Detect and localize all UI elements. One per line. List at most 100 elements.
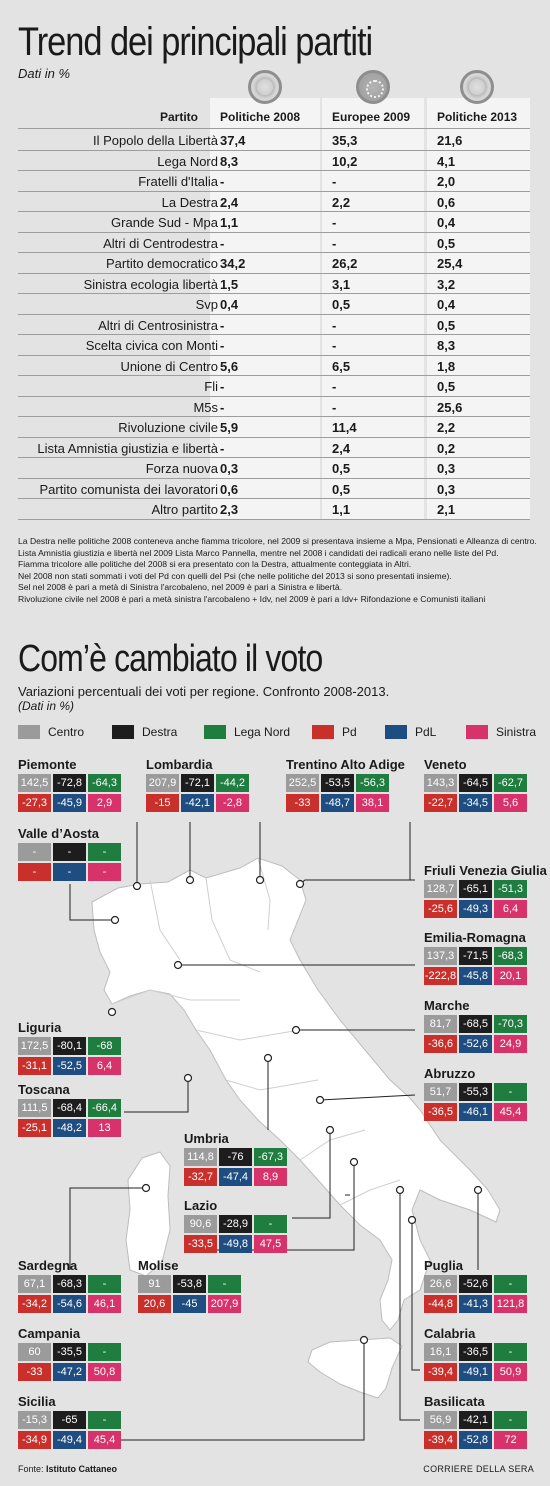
- region-value-sin: 72: [494, 1431, 527, 1449]
- column-band-2009: [322, 98, 424, 520]
- region-border-line: [195, 1029, 301, 1041]
- region-value-destra: -: [53, 843, 86, 861]
- table-row: Rivoluzione civile 5,9 11,4 2,2: [18, 417, 530, 438]
- legend-entry: Sinistra: [466, 724, 536, 740]
- region-value-sin: -2,8: [216, 794, 249, 812]
- region-value-pdl: -34,5: [459, 794, 492, 812]
- party-name: Altro partito: [151, 502, 218, 517]
- legend-label: Lega Nord: [234, 725, 291, 739]
- legend-entry: Lega Nord: [204, 724, 290, 740]
- region-value-pd: -25,1: [18, 1119, 51, 1137]
- region-dot: [263, 1053, 273, 1063]
- footnote-line: La Destra nelle politiche 2008 conteneva…: [18, 536, 537, 546]
- region-value-lega: -67,3: [254, 1148, 287, 1166]
- region-value-sin: 6,4: [88, 1057, 121, 1075]
- table-cell-value: 34,2: [220, 256, 246, 271]
- region-value-pdl: -45,8: [459, 967, 492, 985]
- footnote-line: Sel nel 2008 è pari a metà di Sinistra l…: [18, 582, 343, 593]
- leader-line-basilicata: [399, 1190, 420, 1421]
- legend-entry: Pd: [312, 724, 357, 740]
- region-value-pd: -22,7: [424, 794, 457, 812]
- legend-swatch: [312, 725, 334, 739]
- region-value-lega: -56,3: [356, 774, 389, 792]
- table-cell-value: 4,1: [437, 153, 456, 169]
- column-band-2013: [427, 98, 530, 520]
- table-cell-value: 2,3: [220, 502, 239, 517]
- party-name: Sinistra ecologia libertà: [83, 276, 218, 292]
- region-panel: Marche 81,7 -68,5 -70,3 -36,6 -52,6 24,9: [424, 998, 527, 1053]
- table-cell-value: 2,4: [332, 440, 351, 456]
- legend-label: Centro: [48, 725, 85, 739]
- region-dot: [407, 1215, 417, 1225]
- table-cell-value: 2,2: [332, 194, 351, 210]
- region-name: Toscana: [18, 1082, 70, 1097]
- region-dot: [295, 879, 305, 889]
- region-dot: [291, 1025, 301, 1035]
- table-cell-value: 0,4: [437, 215, 456, 230]
- region-value-centro: 114,8: [184, 1148, 217, 1166]
- region-value-grid: 90,6 -28,9- -33,5 -49,8 47,5: [184, 1215, 287, 1253]
- region-value-pd: -36,5: [424, 1103, 457, 1121]
- region-value-grid: 51,7 -55,3- -36,5 -46,1 45,4: [424, 1083, 527, 1121]
- region-value-lega: -: [494, 1411, 527, 1429]
- region-panel: Friuli Venezia Giulia 128,7 -65,1 -51,3 -25,…: [424, 863, 547, 918]
- table-row: Lista Amnistia giustizia e libertà - 2,4 0,…: [18, 438, 530, 458]
- table-cell-value: 25,6: [437, 399, 463, 415]
- region-value-sin: 38,1: [356, 794, 389, 812]
- region-value-sin: 24,9: [494, 1035, 527, 1053]
- table-subtitle: Dati in %: [18, 66, 71, 81]
- region-value-grid: -15,3 -65- -34,9 -49,4 45,4: [18, 1411, 121, 1449]
- region-value-grid: 60 -35,5- -33 -47,2 50,8: [18, 1343, 121, 1381]
- table-cell-value: -: [332, 174, 337, 189]
- region-value-destra: -72,1: [181, 774, 214, 792]
- table-row: Sinistra ecologia libertà 1,5 3,1 3,2: [18, 274, 530, 294]
- region-value-destra: -28,9: [219, 1215, 252, 1233]
- region-name: Sardegna: [18, 1258, 78, 1273]
- region-panel: Abruzzo 51,7 -55,3- -36,5 -46,1 45,4: [424, 1066, 527, 1121]
- region-value-pdl: -52,8: [459, 1431, 492, 1449]
- header-divider: [18, 128, 530, 129]
- leader-line-veneto: [299, 822, 411, 885]
- region-value-lega: -: [88, 1411, 121, 1429]
- region-border-line: [205, 877, 261, 973]
- legend-entry: Destra: [112, 724, 177, 740]
- table-cell-value: 0,5: [332, 481, 351, 497]
- table-cell-value: 11,4: [332, 420, 357, 435]
- legend-swatch: [204, 725, 226, 739]
- table-row: Altri di Centrosinistra - -0,5: [18, 315, 530, 335]
- region-value-centro: 207,9: [146, 774, 179, 792]
- table-cell-value: -: [220, 440, 225, 456]
- region-value-sin: 207,9: [208, 1295, 241, 1313]
- region-value-lega: -70,3: [494, 1015, 527, 1033]
- region-value-pdl: -49,8: [219, 1235, 252, 1253]
- table-cell-value: 37,4: [220, 133, 246, 148]
- leader-line-sicilia: [118, 1340, 365, 1441]
- region-panel: Umbria 114,8 -76 -67,3 -32,7 -47,4 8,9: [184, 1131, 287, 1186]
- table-row: Altri di Centrodestra - -0,5: [18, 233, 530, 253]
- region-value-destra: -68,5: [459, 1015, 492, 1033]
- region-value-sin: 50,8: [88, 1363, 121, 1381]
- region-value-lega: -44,2: [216, 774, 249, 792]
- region-value-pdl: -41,3: [459, 1295, 492, 1313]
- region-name: Valle d’Aosta: [18, 826, 99, 841]
- region-value-pd: -27,3: [18, 794, 51, 812]
- region-value-destra: -68,3: [53, 1275, 86, 1293]
- region-border-line: [111, 989, 240, 1005]
- region-value-pdl: -47,4: [219, 1168, 252, 1186]
- region-value-grid: ------: [18, 843, 121, 881]
- region-value-pdl: -: [53, 863, 86, 881]
- region-value-sin: 45,4: [494, 1103, 527, 1121]
- region-dot: [110, 915, 120, 925]
- table-row: Lega Nord 8,3 10,2 4,1: [18, 151, 530, 171]
- region-value-centro: 128,7: [424, 880, 457, 898]
- leader-lines: [69, 822, 479, 1441]
- region-value-pdl: -54,6: [53, 1295, 86, 1313]
- leader-line-toscana: [124, 1078, 189, 1113]
- legend-label: Destra: [142, 725, 178, 739]
- table-cell-value: 8,3: [437, 338, 456, 353]
- party-name: Forza nuova: [145, 461, 218, 476]
- table-cell-value: 0,2: [437, 440, 456, 456]
- region-value-pd: -44,8: [424, 1295, 457, 1313]
- region-value-destra: -65: [53, 1411, 86, 1429]
